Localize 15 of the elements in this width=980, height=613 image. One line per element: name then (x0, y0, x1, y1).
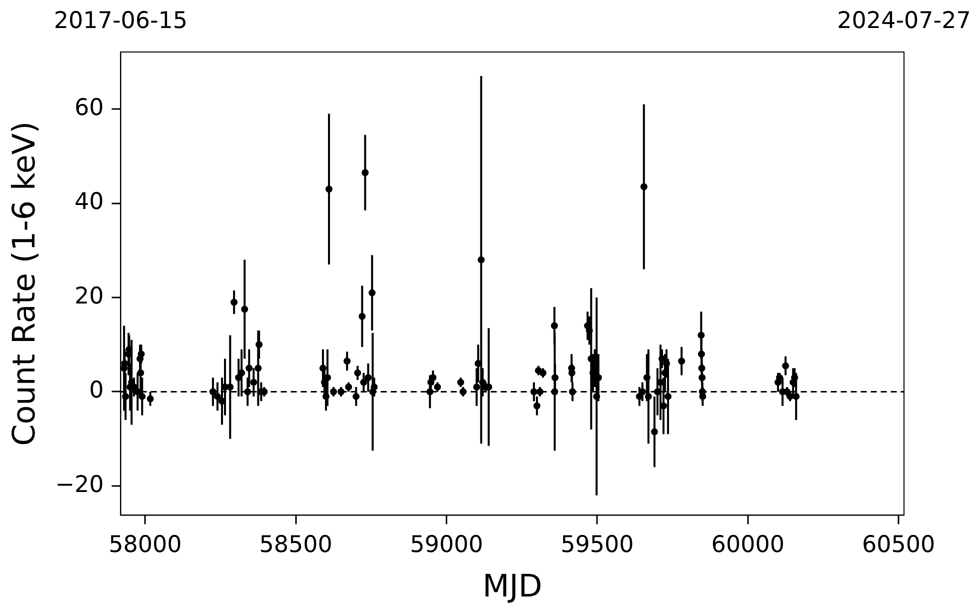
x-tick-label: 60000 (711, 532, 784, 558)
y-axis-title: Count Rate (1-6 keV) (6, 121, 43, 446)
x-tick-label: 58000 (108, 532, 182, 558)
x-tick-label: 60500 (862, 532, 936, 558)
y-tick-label: 0 (89, 378, 104, 404)
y-tick-label: 60 (74, 94, 104, 121)
x-tick-label: 58500 (259, 532, 332, 558)
y-tick-label: 20 (74, 283, 104, 310)
y-tick-label: −20 (55, 472, 104, 498)
x-tick-label: 59500 (560, 532, 634, 558)
y-tick-label: 40 (74, 189, 104, 216)
x-tick-label: 59000 (410, 532, 484, 558)
x-axis-title: MJD (482, 568, 542, 604)
text: 2024-07-27 (837, 8, 971, 34)
text: 2017-06-15 (54, 8, 188, 34)
